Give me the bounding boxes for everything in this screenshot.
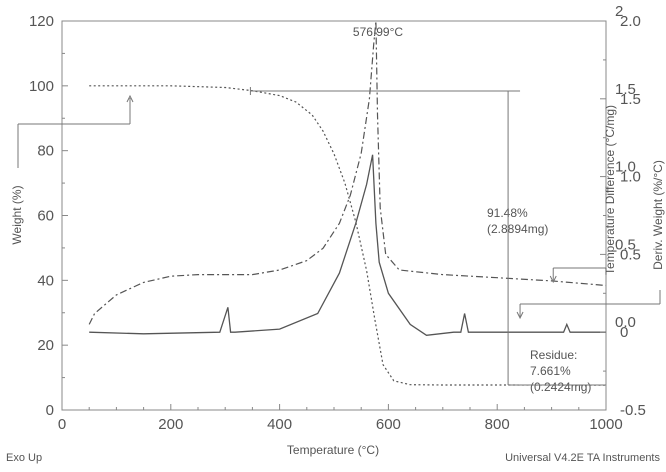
x-tick-label: 200 <box>158 416 183 433</box>
right-y-tick-label-temp-diff: 2.0 <box>620 13 641 30</box>
left-y-tick-label: 60 <box>37 208 54 225</box>
right-y-axis-title-temp-diff: Temperature Difference (°C/mg) <box>603 105 617 275</box>
peak-temperature-label: 576.99°C <box>353 25 404 39</box>
x-tick-label: 400 <box>267 416 292 433</box>
x-tick-label: 1000 <box>589 416 622 433</box>
left-y-tick-label: 80 <box>37 143 54 160</box>
residue-label: Residue: <box>530 348 577 362</box>
annotations: 576.99°C 91.48% (2.8894mg) Residue: 7.66… <box>17 25 661 394</box>
right-y-tick-label-temp-diff: 0.5 <box>620 246 641 263</box>
weight-curve-arrowhead <box>126 94 134 103</box>
exo-up-label: Exo Up <box>6 452 43 464</box>
instrument-label: Universal V4.2E TA Instruments <box>505 452 660 464</box>
left-y-tick-label: 40 <box>37 272 54 289</box>
weight-loss-mass: (2.8894mg) <box>487 222 548 236</box>
right-y-tick-label-temp-diff: 1.5 <box>620 91 641 108</box>
x-tick-label: 800 <box>485 416 510 433</box>
right-y-tick-label-temp-diff: -0.5 <box>620 402 646 419</box>
residue-mass: (0.2424mg) <box>530 380 591 394</box>
right-y-tick-label-deriv: 1.0 <box>615 159 636 176</box>
right-y-tick-label-temp-diff: 1.0 <box>620 169 641 186</box>
curves <box>88 20 607 386</box>
series-dashdot-deriv <box>88 20 607 325</box>
right-y-tick-label-temp-diff: 0 <box>620 324 628 341</box>
ticks: 0 200 400 600 800 1000 0 20 40 60 80 100 120 -0.5 0 0.5… <box>29 3 646 433</box>
weight-loss-percent: 91.48% <box>487 206 528 220</box>
deriv-arrowhead <box>549 275 557 284</box>
x-axis-title: Temperature (°C) <box>287 443 379 457</box>
left-y-tick-label: 20 <box>37 337 54 354</box>
left-y-axis-title: Weight (%) <box>10 185 24 244</box>
temp-diff-arrowhead <box>516 311 524 320</box>
right-y-tick-label-deriv: 0.5 <box>615 236 636 253</box>
series-solid-temp_diff <box>89 154 606 336</box>
right-y-tick-label-deriv: 1.5 <box>615 81 636 98</box>
x-tick-label: 600 <box>376 416 401 433</box>
left-y-tick-label: 0 <box>46 402 54 419</box>
left-y-tick-label: 120 <box>29 13 54 30</box>
x-tick-label: 0 <box>58 416 66 433</box>
right-y-axis-title-deriv: Deriv. Weight (%/°C) <box>651 160 665 270</box>
right-y-tick-label-deriv: 2 <box>615 3 623 20</box>
residue-percent: 7.661% <box>530 364 571 378</box>
left-y-tick-label: 100 <box>29 78 54 95</box>
right-y-tick-label-deriv: 0.0 <box>615 314 636 331</box>
